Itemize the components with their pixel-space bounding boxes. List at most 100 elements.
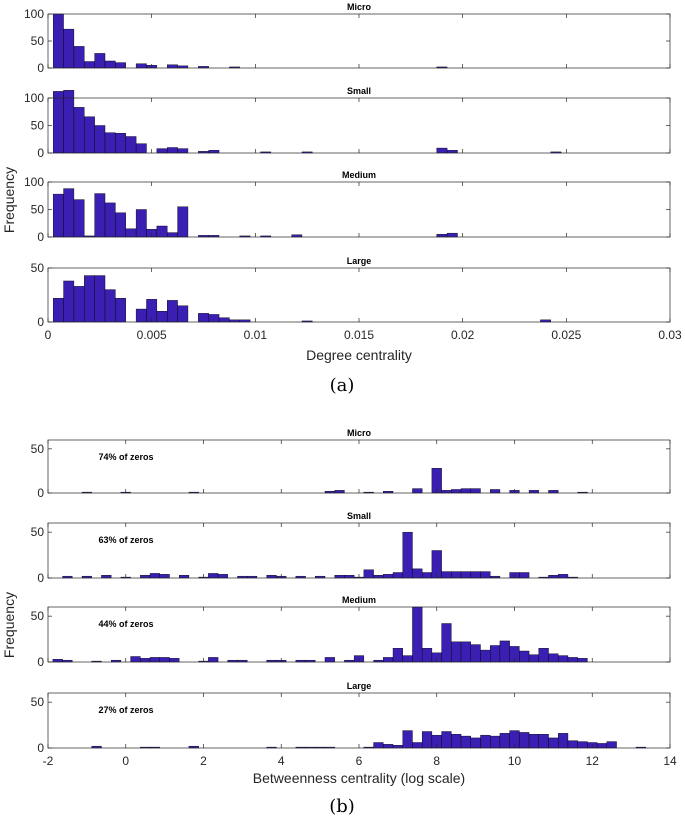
y-tick-label: 0: [37, 571, 44, 585]
histogram-bar: [392, 648, 403, 663]
histogram-bar: [73, 107, 85, 154]
panel-micro: 0 50 Micro 74% of zeros: [31, 428, 671, 500]
histogram-bar: [73, 199, 85, 238]
chart-a: 0 50 100 Micro 0 50 100 Small 0 50 100 Medium 0 50 Lar…: [1, 2, 682, 396]
histogram-bar: [460, 641, 471, 663]
x-tick-label: 12: [586, 754, 600, 768]
panel-medium: 0 50 Medium 44% of zeros: [31, 595, 671, 669]
x-tick-label: 0.005: [137, 328, 167, 342]
histogram-bar: [431, 550, 442, 579]
histogram-bar: [156, 148, 168, 154]
histogram-bar: [52, 91, 64, 154]
histogram-bar: [480, 649, 491, 663]
histogram-bar: [412, 568, 423, 579]
histogram-bar: [125, 228, 137, 238]
y-tick-label: 100: [24, 91, 44, 105]
histogram-bar: [519, 650, 530, 663]
histogram-bar: [392, 572, 403, 579]
histogram-bar: [421, 648, 433, 663]
histogram-bar: [125, 136, 137, 154]
histogram-bar: [198, 313, 209, 323]
histogram-bar: [499, 640, 510, 663]
figure-caption: (b): [329, 796, 355, 817]
x-tick-label: 6: [356, 754, 363, 768]
histogram-bar: [156, 311, 168, 323]
histogram-bar: [140, 658, 151, 663]
histogram-bar: [140, 575, 151, 579]
histogram-bar: [130, 656, 141, 663]
y-tick-label: 0: [37, 61, 44, 75]
histogram-bar: [135, 209, 147, 238]
histogram-bar: [159, 657, 170, 663]
histogram-bar: [567, 657, 578, 663]
histogram-bar: [217, 574, 228, 579]
histogram-bar: [451, 734, 462, 749]
histogram-bar: [383, 744, 394, 749]
histogram-bar: [167, 300, 178, 323]
histogram-bar: [208, 150, 220, 154]
y-tick-label: 100: [24, 175, 44, 189]
histogram-bar: [334, 575, 345, 579]
panel-micro: 0 50 100 Micro: [24, 2, 671, 75]
histogram-bar: [528, 654, 539, 663]
histogram-bar: [499, 733, 510, 749]
zeros-annotation: 63% of zeros: [99, 535, 154, 545]
panel-small: 0 50 Small 63% of zeros: [31, 511, 671, 585]
histogram-bar: [402, 730, 413, 749]
x-tick-label: 10: [508, 754, 522, 768]
histogram-bar: [177, 305, 189, 323]
histogram-bar: [470, 644, 481, 663]
x-tick-label: 0: [45, 328, 52, 342]
histogram-bar: [94, 193, 106, 238]
histogram-bar: [451, 641, 462, 663]
histogram-bar: [167, 147, 178, 154]
zeros-annotation: 44% of zeros: [99, 619, 154, 629]
histogram-bar: [470, 488, 481, 494]
histogram-bar: [115, 62, 126, 69]
histogram-bar: [538, 648, 549, 663]
histogram-bar: [63, 188, 75, 238]
histogram-bar: [373, 575, 384, 579]
histogram-bar: [480, 571, 491, 579]
histogram-bar: [412, 742, 423, 749]
histogram-bar: [441, 623, 452, 663]
panel-title: Micro: [347, 428, 372, 438]
histogram-bar: [446, 232, 458, 238]
panel-title: Large: [347, 256, 372, 266]
histogram-bar: [149, 657, 160, 663]
y-tick-label: 50: [31, 119, 45, 133]
histogram-bar: [490, 489, 501, 494]
histogram-bar: [208, 657, 219, 663]
histogram-bar: [577, 658, 588, 663]
histogram-bar: [63, 90, 75, 154]
histogram-bar: [52, 193, 64, 238]
x-tick-label: -2: [43, 754, 54, 768]
zeros-annotation: 74% of zeros: [99, 452, 154, 462]
y-tick-label: 100: [24, 7, 44, 21]
histogram-bar: [567, 740, 578, 749]
histogram-bar: [208, 314, 220, 323]
x-tick-label: 0.015: [344, 328, 374, 342]
histogram-bar: [52, 13, 64, 69]
axes-box: [47, 606, 671, 663]
histogram-bar: [52, 298, 64, 323]
histogram-bar: [392, 745, 403, 749]
y-tick-label: 0: [37, 146, 44, 160]
y-tick-label: 50: [31, 261, 45, 275]
histogram-bar: [177, 148, 189, 154]
histogram-bar: [179, 575, 190, 579]
histogram-bar: [421, 572, 433, 579]
x-tick-label: 0.025: [551, 328, 581, 342]
histogram-bar: [73, 286, 85, 323]
histogram-bar: [480, 734, 491, 749]
histogram-bar: [135, 63, 147, 69]
histogram-bar: [115, 132, 126, 154]
histogram-bar: [460, 735, 471, 749]
histogram-bar: [167, 64, 178, 69]
histogram-bar: [436, 234, 448, 238]
histogram-bar: [73, 46, 85, 69]
y-tick-label: 0: [37, 486, 44, 500]
histogram-bar: [167, 232, 178, 238]
